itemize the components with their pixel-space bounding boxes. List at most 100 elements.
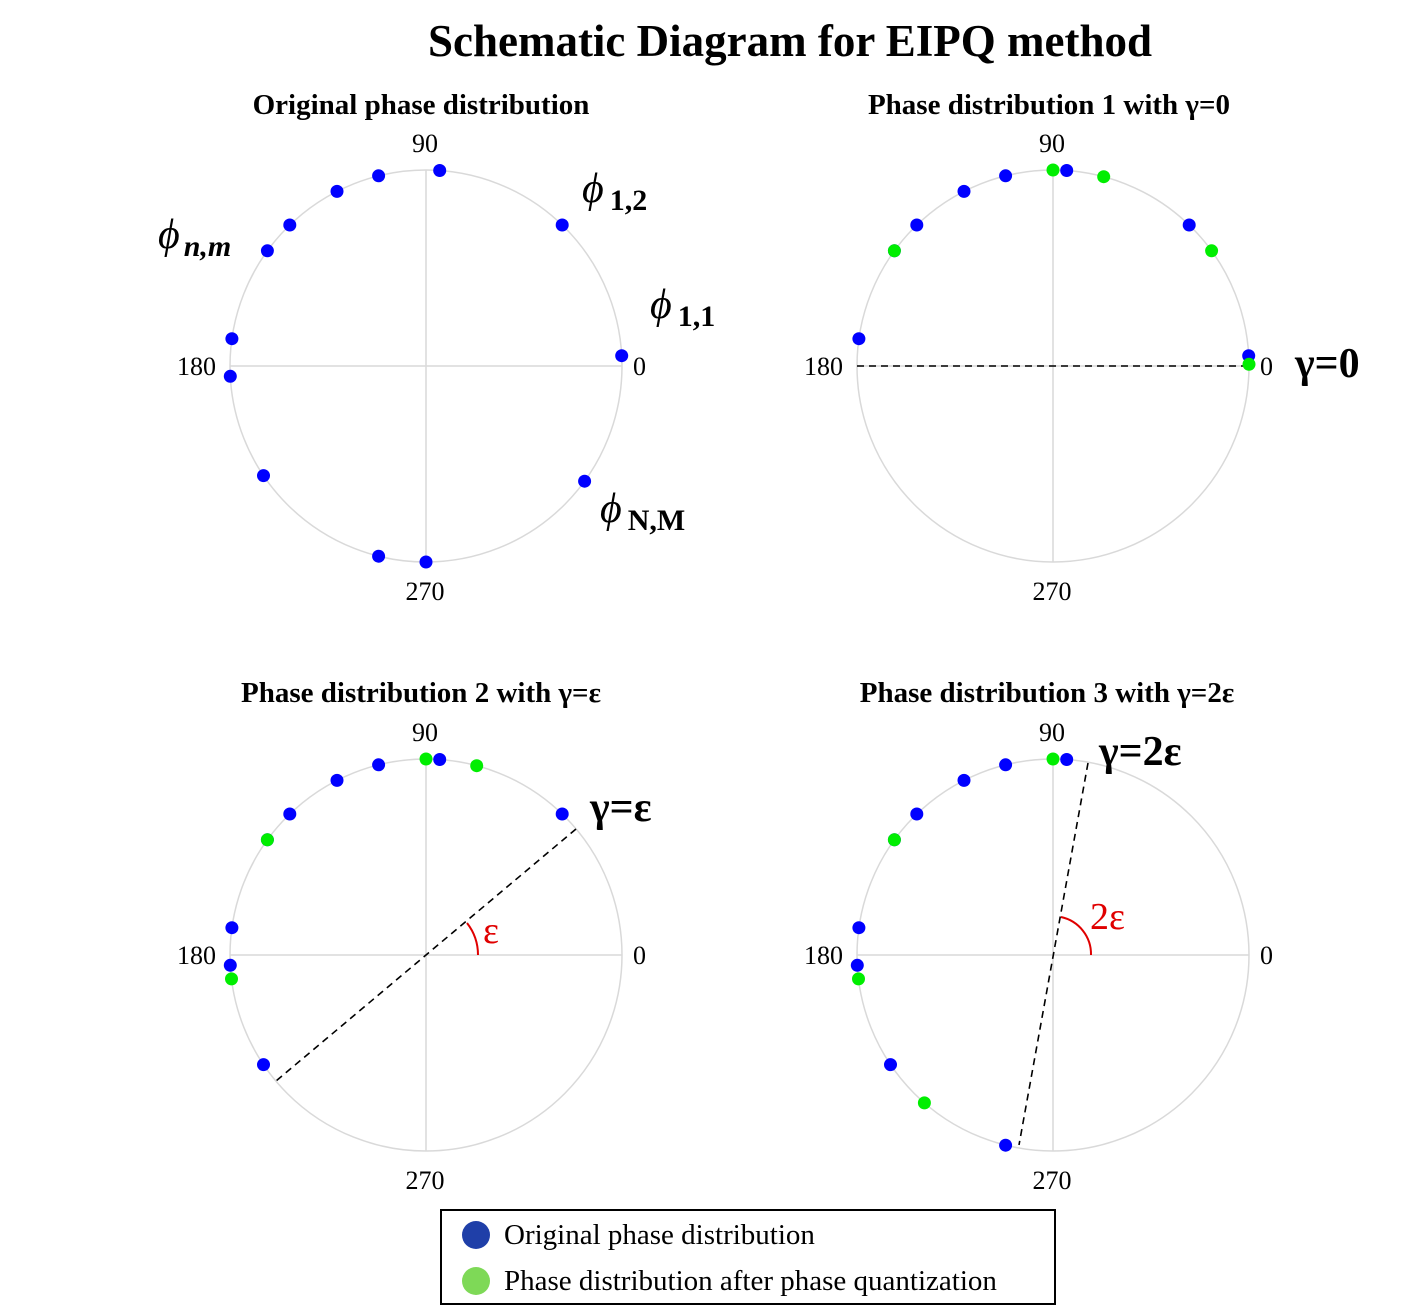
quantized-phase-point [887, 244, 901, 258]
quantized-phase-point [1205, 244, 1219, 258]
tick-label-90: 90 [412, 718, 438, 747]
original-phase-point [283, 218, 297, 232]
gamma-label: γ=ε [589, 785, 652, 831]
original-phase-point [433, 164, 447, 177]
panel-title: Phase distribution 2 with γ=ε [241, 677, 601, 709]
original-phase-point [615, 349, 629, 363]
original-phase-point [1060, 753, 1074, 766]
legend-label-quantized: Phase distribution after phase quantizat… [504, 1264, 997, 1297]
phi-symbol: ϕ [600, 486, 622, 532]
point-label-phi-N-M: ϕ N,M [600, 486, 685, 537]
legend-item-quantized: Phase distribution after phase quantizat… [462, 1261, 997, 1301]
original-phase-point [999, 169, 1013, 183]
gamma-dashed-line [275, 828, 577, 1082]
phase-points [850, 752, 1074, 1152]
tick-label-0: 0 [1260, 941, 1273, 970]
angle-label: 2ε [1090, 896, 1125, 938]
original-phase-point [1182, 218, 1196, 232]
panel-title: Phase distribution 1 with γ=0 [868, 89, 1230, 121]
legend-marker-original [462, 1221, 490, 1249]
quantized-phase-point [470, 759, 484, 773]
gamma-label: γ=0 [1294, 341, 1360, 387]
original-phase-point [884, 1058, 897, 1072]
original-phase-point [283, 807, 297, 821]
original-phase-point [910, 807, 924, 821]
original-phase-point [419, 555, 433, 569]
original-phase-point [555, 807, 569, 821]
quantized-phase-point [1242, 357, 1256, 371]
legend-item-original: Original phase distribution [462, 1215, 815, 1255]
legend-marker-quantized [462, 1267, 490, 1295]
original-phase-point [1060, 164, 1074, 177]
original-phase-point [223, 369, 237, 383]
angle-arc [1060, 916, 1093, 956]
panel-title: Phase distribution 3 with γ=2ε [860, 677, 1234, 709]
phi-subscript: N,M [628, 504, 685, 537]
quantized-phase-point [1046, 163, 1060, 177]
original-phase-point [578, 474, 592, 488]
original-phase-point [372, 758, 386, 772]
tick-label-0: 0 [633, 941, 646, 970]
tick-label-270: 270 [406, 577, 445, 606]
tick-label-0: 0 [1260, 352, 1273, 381]
tick-label-180: 180 [804, 941, 843, 970]
original-phase-point [372, 549, 386, 563]
tick-label-270: 270 [1033, 1166, 1072, 1195]
tick-label-180: 180 [804, 352, 843, 381]
original-phase-point [225, 921, 239, 935]
legend-label-original: Original phase distribution [504, 1218, 815, 1251]
original-phase-point [555, 218, 569, 232]
gamma-label: γ=2ε [1098, 729, 1182, 775]
original-phase-point [852, 921, 866, 935]
original-phase-point [999, 758, 1013, 772]
angle-label: ε [483, 910, 499, 952]
panel-title: Original phase distribution [253, 89, 590, 121]
original-phase-point [330, 773, 344, 787]
original-phase-point [910, 218, 924, 232]
panel-gamma-0: Phase distribution 1 with γ=0 0 90 180 2… [804, 89, 1360, 606]
tick-label-270: 270 [1033, 577, 1072, 606]
phi-subscript: n,m [184, 230, 232, 263]
original-phase-point [852, 332, 866, 346]
original-phase-point [957, 184, 971, 198]
quantized-phase-point [887, 833, 901, 847]
phi-symbol: ϕ [650, 282, 672, 328]
point-label-phi-1-2: ϕ 1,2 [582, 166, 647, 217]
phi-subscript: 1,1 [678, 300, 716, 333]
original-phase-point [372, 169, 386, 183]
tick-label-90: 90 [1039, 129, 1065, 158]
phi-symbol: ϕ [158, 212, 180, 258]
tick-label-180: 180 [177, 941, 216, 970]
quantized-phase-point [852, 972, 865, 986]
point-label-phi-n-m: ϕ n,m [158, 212, 231, 263]
original-phase-point [999, 1138, 1013, 1152]
phase-points [223, 752, 569, 1072]
original-phase-point [330, 184, 344, 198]
quantized-phase-point [917, 1096, 931, 1110]
tick-label-270: 270 [406, 1166, 445, 1195]
legend: Original phase distribution Phase distri… [440, 1209, 1056, 1305]
panel-gamma-2eps: Phase distribution 3 with γ=2ε 0 90 180 … [804, 677, 1273, 1195]
panel-original: Original phase distribution 0 90 180 270… [158, 89, 715, 606]
original-phase-point [257, 469, 270, 483]
original-phase-point [257, 1058, 270, 1072]
original-phase-point [223, 958, 237, 972]
quantized-phase-point [260, 833, 274, 847]
figure-title: Schematic Diagram for EIPQ method [428, 16, 1152, 66]
angle-arc [466, 922, 479, 956]
quantized-phase-point [1097, 170, 1111, 184]
quantized-phase-point [1046, 752, 1060, 766]
tick-label-0: 0 [633, 352, 646, 381]
phase-points [223, 164, 629, 569]
quantized-phase-point [225, 972, 238, 986]
panel-gamma-eps: Phase distribution 2 with γ=ε 0 90 180 2… [177, 677, 652, 1195]
gamma-dashed-line [1018, 762, 1089, 1146]
point-label-phi-1-1: ϕ 1,1 [650, 282, 715, 333]
tick-label-90: 90 [1039, 718, 1065, 747]
original-phase-point [225, 332, 239, 346]
phase-points [852, 163, 1256, 371]
phi-symbol: ϕ [582, 166, 604, 212]
tick-label-90: 90 [412, 129, 438, 158]
original-phase-point [260, 244, 274, 258]
